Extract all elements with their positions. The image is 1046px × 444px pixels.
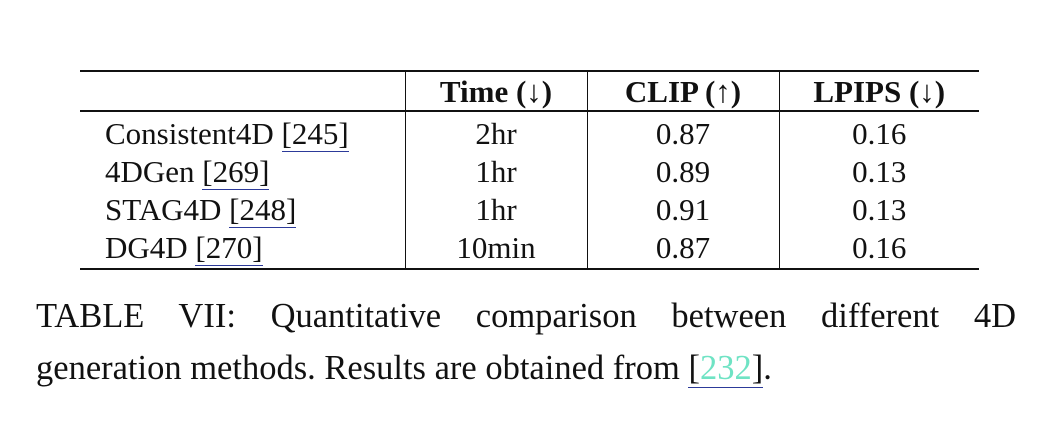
citation-link[interactable]: [269] (202, 153, 270, 190)
citation-number: 270 (205, 229, 253, 265)
method-name: Consistent4D (105, 115, 274, 151)
comparison-table: Time (↓) CLIP (↑) LPIPS (↓) Consistent4D… (80, 70, 979, 270)
table-header-row: Time (↓) CLIP (↑) LPIPS (↓) (80, 71, 979, 111)
caption-period: . (763, 349, 772, 387)
table-row: STAG4D [248] 1hr 0.91 0.13 (80, 190, 979, 228)
citation-number: 248 (239, 191, 286, 227)
citation-number: 245 (291, 115, 339, 151)
method-cell: Consistent4D [245] (80, 111, 405, 152)
method-cell: DG4D [270] (80, 228, 405, 269)
clip-cell: 0.87 (586, 228, 779, 269)
table-caption: TABLE VII: Quantitative comparison betwe… (36, 290, 1016, 394)
lpips-cell: 0.13 (778, 152, 979, 190)
citation-link[interactable]: [270] (195, 229, 263, 266)
method-cell: 4DGen [269] (80, 152, 405, 190)
clip-cell: 0.89 (586, 152, 779, 190)
header-clip: CLIP (↑) (586, 71, 779, 111)
method-name: STAG4D (105, 191, 222, 227)
time-cell: 10min (404, 228, 587, 269)
table-row: Consistent4D [245] 2hr 0.87 0.16 (80, 111, 979, 152)
citation-number: 269 (212, 153, 260, 189)
table-row: 4DGen [269] 1hr 0.89 0.13 (80, 152, 979, 190)
lpips-cell: 0.16 (778, 228, 979, 269)
header-method (80, 71, 405, 111)
method-name: 4DGen (105, 153, 195, 189)
caption-line-1: TABLE VII: Quantitative comparison betwe… (36, 297, 1016, 335)
citation-link[interactable]: [245] (281, 115, 349, 152)
caption-line-2: generation methods. Results are obtained… (36, 342, 1016, 394)
time-cell: 1hr (404, 152, 587, 190)
method-cell: STAG4D [248] (80, 190, 405, 228)
clip-cell: 0.87 (586, 111, 779, 152)
caption-citation-number: 232 (699, 349, 752, 387)
lpips-cell: 0.13 (778, 190, 979, 228)
header-time: Time (↓) (404, 71, 587, 111)
caption-text: generation methods. Results are obtained… (36, 349, 689, 387)
lpips-cell: 0.16 (778, 111, 979, 152)
method-name: DG4D (105, 229, 188, 265)
header-lpips: LPIPS (↓) (778, 71, 979, 111)
citation-link[interactable]: [248] (229, 191, 297, 228)
caption-citation-link[interactable]: [232] (688, 349, 764, 388)
comparison-table-container: Time (↓) CLIP (↑) LPIPS (↓) Consistent4D… (80, 70, 979, 270)
time-cell: 1hr (404, 190, 587, 228)
table-row: DG4D [270] 10min 0.87 0.16 (80, 228, 979, 269)
clip-cell: 0.91 (586, 190, 779, 228)
time-cell: 2hr (404, 111, 587, 152)
